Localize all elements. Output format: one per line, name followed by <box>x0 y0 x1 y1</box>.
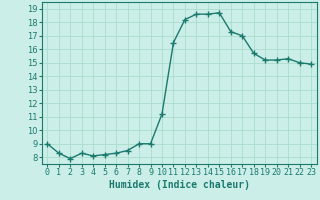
X-axis label: Humidex (Indice chaleur): Humidex (Indice chaleur) <box>109 180 250 190</box>
